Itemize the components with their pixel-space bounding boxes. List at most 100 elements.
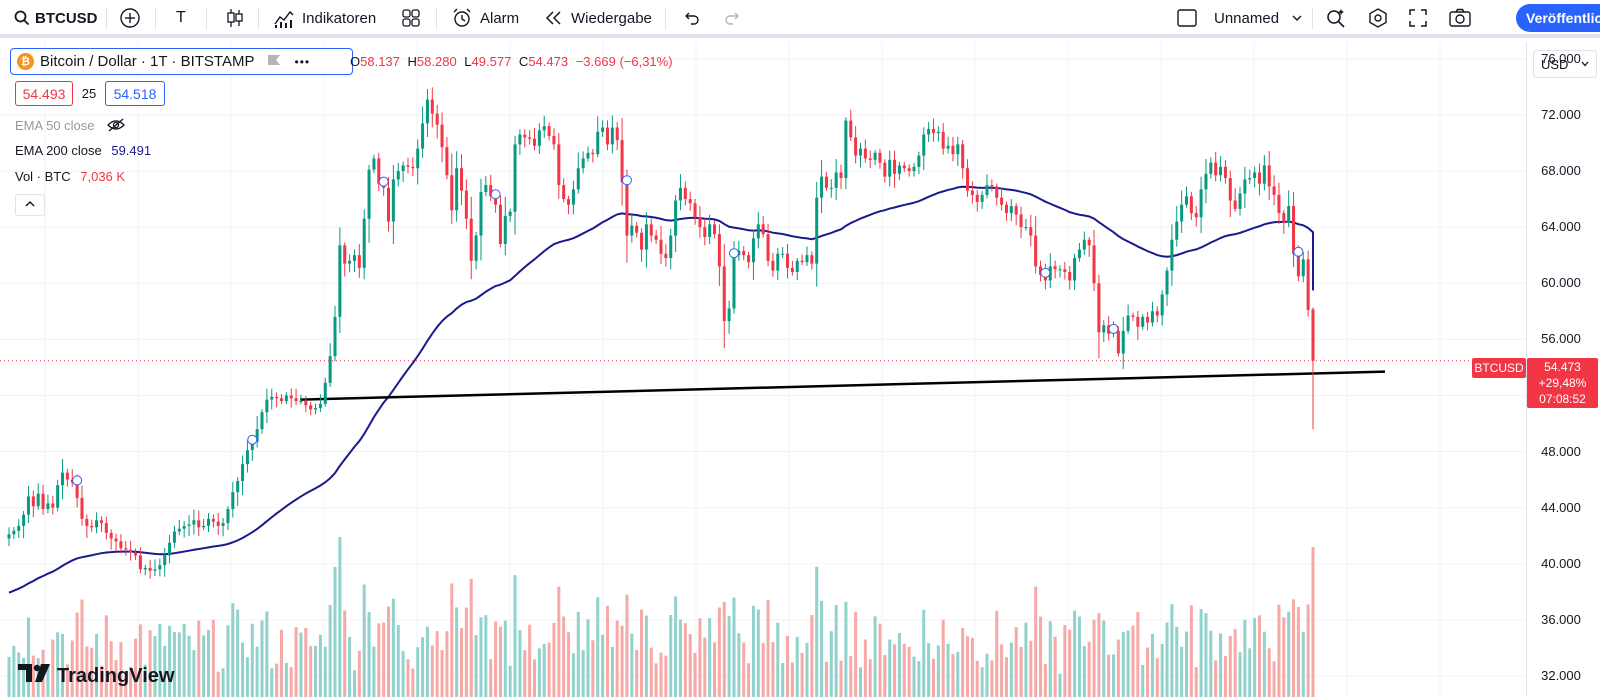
layout-select-button[interactable]: Unnamed	[1176, 0, 1303, 36]
volume-bar	[124, 671, 128, 697]
interval-label: T	[176, 9, 186, 26]
symbol-search-button[interactable]: BTCUSD	[14, 0, 114, 36]
candle-body	[1009, 206, 1013, 214]
collapse-legend-button[interactable]	[15, 194, 45, 216]
volume-bar	[1155, 658, 1159, 697]
volume-bar	[567, 632, 571, 697]
price-tick-label: 44.000	[1541, 499, 1581, 515]
ask-price-box[interactable]: 54.518	[105, 81, 165, 106]
candle-body	[931, 128, 935, 134]
candle-body	[717, 234, 721, 267]
candle-body	[314, 408, 318, 410]
undo-button[interactable]	[681, 0, 701, 36]
indicator-ema200-value: 59.491	[111, 143, 152, 158]
volume-bar	[299, 632, 303, 697]
candle-body	[328, 356, 332, 383]
chart-pane[interactable]	[0, 42, 1600, 697]
candle-body	[1189, 196, 1193, 214]
volume-bar	[1029, 640, 1033, 697]
candle-body	[391, 179, 395, 222]
candle-body	[1136, 316, 1140, 327]
volume-bar	[1068, 629, 1072, 697]
replay-button[interactable]: Wiedergabe	[543, 0, 652, 36]
high-label: H	[407, 54, 417, 69]
snapshot-button[interactable]	[1448, 0, 1472, 36]
flag-icon[interactable]	[267, 53, 281, 70]
candle-body	[722, 266, 726, 322]
candle-body	[1184, 196, 1189, 205]
volume-bar	[990, 660, 994, 697]
candle-body	[245, 450, 249, 465]
volume-bar	[1043, 663, 1047, 697]
candle-body	[1165, 270, 1169, 295]
volume-bar	[737, 633, 741, 697]
more-options-icon[interactable]: •••	[294, 54, 311, 69]
volume-bar	[1063, 625, 1067, 697]
volume-bar	[338, 537, 342, 697]
candle-body	[1296, 253, 1300, 277]
volume-bar	[158, 624, 162, 697]
volume-bar	[143, 664, 147, 697]
price-tick-label: 64.000	[1541, 219, 1581, 235]
candle-body	[883, 162, 887, 177]
templates-button[interactable]	[400, 0, 422, 36]
event-marker	[378, 176, 389, 187]
currency-select[interactable]: USD	[1533, 50, 1597, 78]
publish-button[interactable]: Veröffentlichen	[1516, 4, 1600, 32]
candle-body	[124, 548, 128, 550]
candle-body	[498, 204, 502, 244]
volume-bar	[377, 623, 381, 697]
candle-body	[820, 176, 824, 198]
candle-body	[591, 152, 595, 155]
candle-body	[873, 152, 877, 160]
candle-body	[1102, 325, 1106, 333]
volume-bar	[1053, 636, 1057, 697]
volume-bar	[80, 599, 84, 697]
volume-bar	[596, 597, 600, 697]
candle-body	[362, 218, 366, 268]
candle-body	[897, 165, 901, 174]
indicator-volume[interactable]: Vol · BTC 7,036 K	[15, 169, 125, 184]
symbol-legend[interactable]: ₿ Bitcoin / Dollar · 1T · BITSTAMP •••	[10, 48, 353, 75]
volume-bar	[1121, 632, 1125, 697]
interval-button[interactable]: T	[176, 0, 186, 36]
layout-square-icon	[1176, 7, 1198, 29]
eye-hidden-icon[interactable]	[106, 117, 126, 136]
indicators-button[interactable]: Indikatoren	[273, 0, 376, 36]
candle-body	[1204, 173, 1208, 190]
indicator-ema50[interactable]: EMA 50 close	[15, 117, 126, 136]
fullscreen-button[interactable]	[1408, 0, 1428, 36]
volume-bar	[309, 646, 313, 697]
candle-body	[26, 496, 30, 515]
tradingview-logo[interactable]: TradingView	[18, 664, 174, 688]
volume-bar	[202, 635, 206, 697]
spread-value: 25	[77, 81, 101, 106]
settings-button[interactable]	[1367, 0, 1389, 36]
volume-bar	[1199, 609, 1203, 697]
candle-body	[970, 190, 974, 195]
volume-bar	[328, 605, 332, 697]
compare-button[interactable]	[119, 0, 141, 36]
candle-body	[528, 137, 532, 139]
volume-bar	[450, 583, 454, 697]
indicator-ema200[interactable]: EMA 200 close 59.491	[15, 143, 151, 158]
redo-button[interactable]	[723, 0, 743, 36]
candle-body	[620, 140, 624, 183]
volume-bar	[717, 607, 721, 697]
volume-bar	[187, 635, 191, 697]
price-chart[interactable]	[0, 42, 1526, 697]
alert-button[interactable]: Alarm	[451, 0, 519, 36]
volume-bar	[1131, 625, 1135, 697]
quick-search-button[interactable]	[1325, 0, 1347, 36]
candle-body	[241, 464, 245, 482]
bid-price-box[interactable]: 54.493	[15, 81, 73, 106]
candle-body	[990, 185, 994, 187]
candle-body	[1233, 200, 1237, 209]
candle-body	[596, 131, 600, 155]
volume-bar	[498, 626, 502, 697]
candle-body	[985, 185, 989, 195]
chart-type-button[interactable]	[224, 0, 246, 36]
candle-body	[1068, 272, 1072, 281]
volume-bar	[810, 615, 814, 697]
volume-bar	[868, 659, 872, 697]
